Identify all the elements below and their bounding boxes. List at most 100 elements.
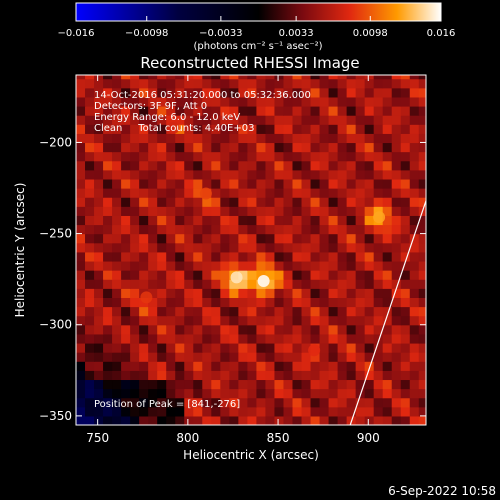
heatmap-cell [229, 324, 239, 335]
heatmap-cell [364, 415, 375, 425]
heatmap-cell [382, 333, 393, 344]
heatmap-cell [301, 87, 312, 98]
heatmap-cell [355, 270, 366, 280]
heatmap-cell [418, 224, 426, 235]
heatmap-cell [103, 279, 113, 289]
heatmap-cell [346, 75, 357, 80]
heatmap-cell [130, 197, 140, 207]
heatmap-cell [220, 78, 230, 89]
heatmap-cell [211, 206, 221, 216]
heatmap-cell [130, 370, 140, 381]
heatmap-cell [328, 370, 339, 381]
colorbar-tick-label: 0.016 [427, 28, 456, 39]
heatmap-cell [274, 379, 285, 390]
heatmap-cell [94, 279, 104, 289]
heatmap-cell [337, 206, 348, 216]
heatmap-cell [130, 169, 140, 180]
heatmap-cell [202, 306, 212, 317]
heatmap-cell [310, 142, 321, 153]
heatmap-cell [202, 388, 212, 399]
heatmap-cell [202, 297, 212, 308]
heatmap-cell [85, 388, 95, 399]
heatmap-cell [274, 142, 285, 153]
heatmap-cell [166, 324, 176, 335]
heatmap-cell [193, 142, 203, 153]
heatmap-cell [139, 169, 149, 180]
heatmap-cell [283, 188, 294, 198]
heatmap-cell [391, 197, 402, 207]
heatmap-cell [274, 260, 285, 271]
heatmap-cell [373, 260, 384, 271]
heatmap-cell [274, 78, 285, 89]
heatmap-cell [292, 251, 303, 262]
heatmap-cell [202, 224, 212, 235]
heatmap-cell [121, 415, 131, 425]
heatmap-cell [283, 178, 294, 189]
heatmap-cell [247, 306, 258, 317]
heatmap-cell [310, 188, 321, 198]
heatmap-cell [94, 142, 104, 153]
heatmap-cell [184, 233, 194, 244]
heatmap-cell [247, 169, 258, 180]
heatmap-cell [355, 361, 366, 371]
heatmap-cell [130, 142, 140, 153]
heatmap-cell [184, 188, 194, 198]
heatmap-cell [373, 279, 384, 289]
heatmap-cell [418, 260, 426, 271]
heatmap-cell [292, 206, 303, 216]
heatmap-cell [175, 133, 185, 144]
heatmap-cell [373, 124, 384, 134]
heatmap-cell [76, 397, 86, 408]
heatmap-cell [94, 379, 104, 390]
heatmap-cell [337, 379, 348, 390]
heatmap-cell [247, 370, 258, 381]
heatmap-cell [418, 242, 426, 253]
heatmap-cell [184, 315, 194, 326]
heatmap-cell [274, 206, 285, 216]
heatmap-cell [229, 151, 239, 162]
heatmap-cell [211, 352, 221, 362]
heatmap-cell [193, 342, 203, 353]
heatmap-cell [166, 142, 176, 153]
heatmap-cell [85, 260, 95, 271]
heatmap-cell [139, 270, 149, 280]
heatmap-cell [76, 306, 86, 317]
heatmap-cell [382, 415, 393, 425]
heatmap-cell [418, 133, 426, 144]
heatmap-cell [121, 233, 131, 244]
heatmap-cell [139, 415, 149, 425]
heatmap-cell [391, 142, 402, 153]
heatmap-cell [211, 270, 221, 280]
heatmap-cell [76, 197, 86, 207]
heatmap-cell [121, 78, 131, 89]
heatmap-cell [121, 242, 131, 253]
heatmap-cell [400, 370, 411, 381]
heatmap-cell [319, 379, 330, 390]
heatmap-cell [274, 178, 285, 189]
heatmap-cell [391, 75, 402, 80]
heatmap-cell [103, 406, 113, 417]
heatmap-cell [265, 224, 276, 235]
heatmap-cell [121, 379, 131, 390]
heatmap-cell [283, 242, 294, 253]
heatmap-cell [175, 324, 185, 335]
heatmap-cell [148, 288, 158, 298]
heatmap-cell [193, 397, 203, 408]
heatmap-cell [409, 406, 420, 417]
heatmap-cell [328, 406, 339, 417]
heatmap-cell [166, 178, 176, 189]
heatmap-cell [103, 352, 113, 362]
heatmap-cell [184, 160, 194, 171]
heatmap-cell [157, 288, 167, 298]
heatmap-cell [319, 215, 330, 226]
heatmap-source-peak [257, 274, 270, 287]
heatmap-cell [130, 188, 140, 198]
heatmap-cell [328, 197, 339, 207]
heatmap-cell [292, 324, 303, 335]
heatmap-cell [373, 151, 384, 162]
heatmap-cell [310, 260, 321, 271]
heatmap-cell [265, 233, 276, 244]
heatmap-cell [193, 197, 203, 207]
heatmap-cell [184, 361, 194, 371]
heatmap-cell [319, 96, 330, 107]
